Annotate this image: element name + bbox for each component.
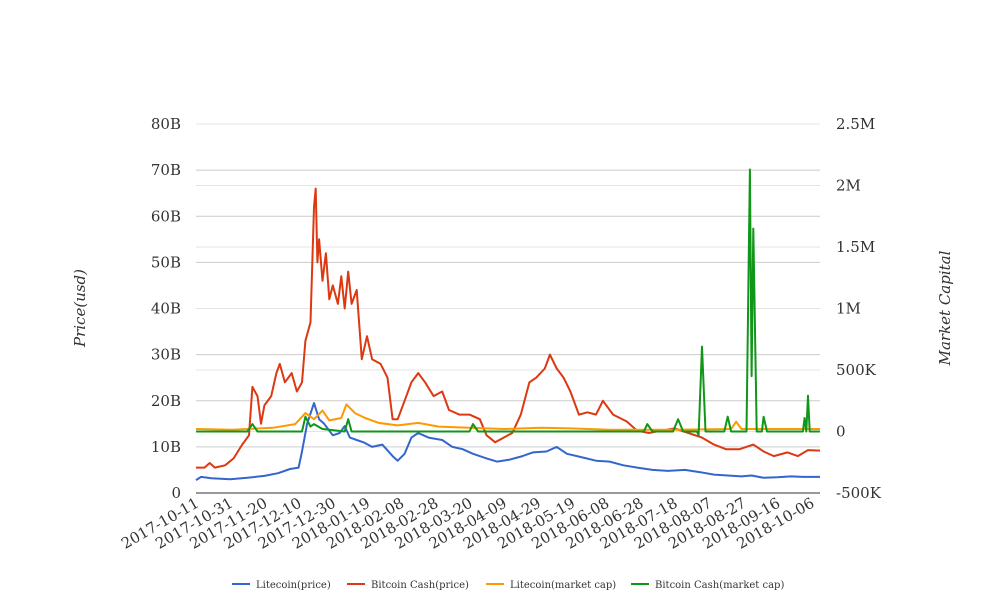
right-tick-label: -500K	[836, 484, 882, 502]
left-tick-label: 0	[171, 484, 181, 502]
legend-label: Bitcoin Cash(price)	[371, 580, 469, 591]
left-tick-label: 70B	[151, 161, 181, 179]
right-y-axis-title: Market Capital	[936, 250, 954, 366]
left-tick-label: 10B	[151, 438, 181, 456]
right-tick-label: 1.5M	[836, 238, 875, 256]
right-tick-label: 0	[836, 423, 846, 441]
series-line-litecoin-price	[195, 402, 820, 481]
left-tick-label: 20B	[151, 392, 181, 410]
legend-label: Litecoin(price)	[256, 580, 331, 591]
left-tick-label: 60B	[151, 207, 181, 225]
right-y-axis-ticks: -500K 0 500K 1M 1.5M 2M 2.5M	[836, 115, 882, 502]
left-y-axis-ticks: 0 10B 20B 30B 40B 50B 60B 70B 80B	[151, 115, 181, 502]
right-tick-label: 2M	[836, 177, 861, 195]
right-tick-label: 500K	[836, 361, 877, 379]
series-lines	[195, 168, 821, 481]
series-line-bitcoin-cash-price	[196, 187, 821, 469]
legend: Litecoin(price) Bitcoin Cash(price) Liteco…	[232, 580, 784, 591]
right-tick-label: 2.5M	[836, 115, 875, 133]
legend-label: Litecoin(market cap)	[510, 580, 616, 591]
series-line-bitcoin-cash-market-cap	[196, 168, 820, 437]
x-axis-ticks: 2017-10-112017-10-312017-11-202017-12-10…	[118, 494, 817, 553]
left-tick-label: 50B	[151, 253, 181, 271]
left-y-axis-title: Price(usd)	[71, 269, 89, 348]
left-tick-label: 30B	[151, 346, 181, 364]
gridlines	[196, 123, 820, 494]
right-tick-label: 1M	[836, 300, 861, 318]
left-tick-label: 80B	[151, 115, 181, 133]
legend-label: Bitcoin Cash(market cap)	[655, 580, 784, 591]
left-tick-label: 40B	[151, 300, 181, 318]
series-line-litecoin-market-cap	[195, 403, 820, 431]
